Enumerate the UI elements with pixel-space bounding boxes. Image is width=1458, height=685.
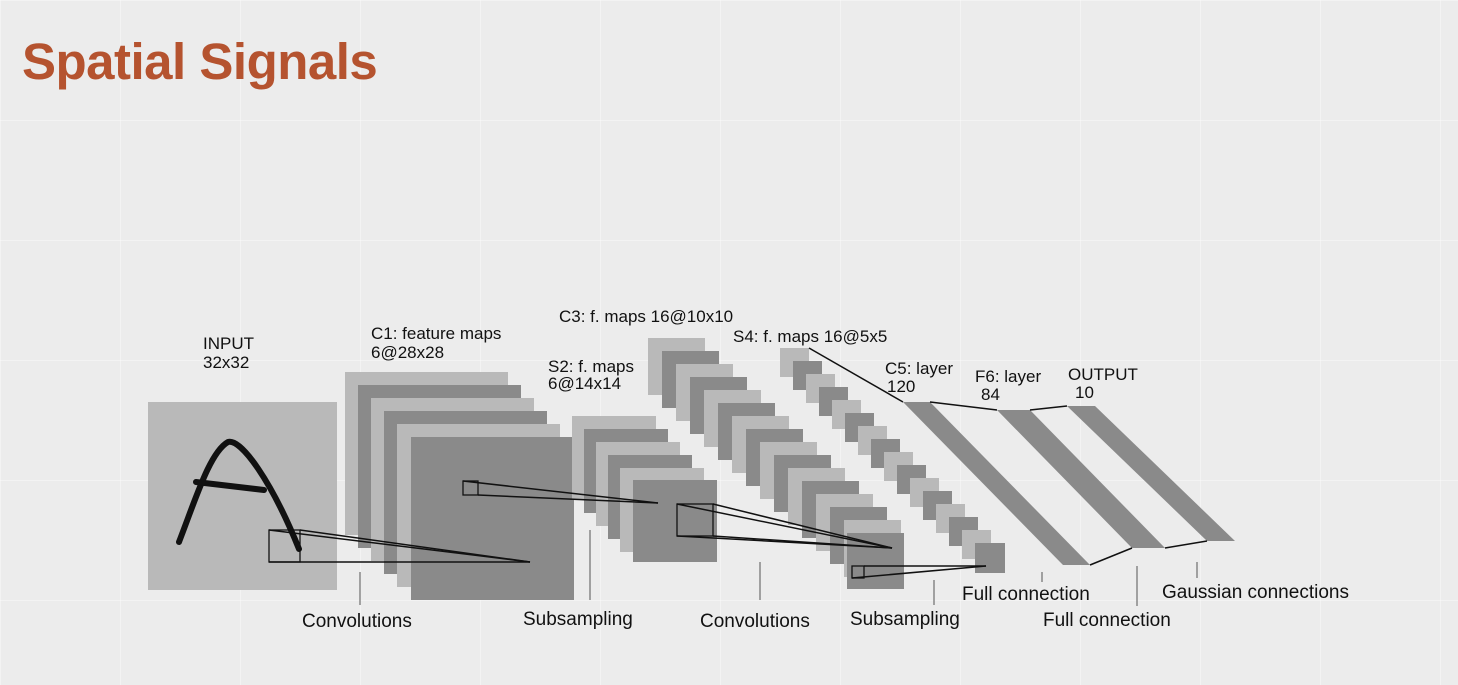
f6-layer-band: [997, 410, 1165, 548]
f6-name-label: F6: layer: [975, 367, 1041, 386]
c5-size-label: 120: [887, 377, 915, 396]
input-layer: [148, 402, 337, 590]
convolutions-label-2: Convolutions: [700, 611, 810, 632]
gaussian-connections-label: Gaussian connections: [1162, 582, 1349, 603]
input-name-label: INPUT: [203, 334, 254, 353]
input-image: [148, 402, 337, 590]
subsampling-label-1: Subsampling: [523, 609, 633, 630]
convolutions-label-1: Convolutions: [302, 611, 412, 632]
operation-ticks: [359, 530, 1198, 606]
slide-title: Spatial Signals: [22, 33, 378, 90]
full-connection-label-1: Full connection: [962, 584, 1090, 605]
handwritten-a-glyph: [176, 438, 302, 552]
c5-layer-band: [903, 402, 1090, 565]
s4-label: S4: f. maps 16@5x5: [733, 327, 887, 346]
s2-receptive-field: [676, 503, 714, 537]
c1-receptive-field: [462, 480, 479, 496]
c1-feature-maps: [345, 372, 574, 600]
f6-size-label: 84: [981, 385, 1000, 404]
full-connection-label-2: Full connection: [1043, 610, 1171, 631]
c1-name-label: C1: feature maps: [371, 324, 501, 343]
s2-size-label: 6@14x14: [548, 374, 621, 393]
input-size-label: 32x32: [203, 353, 249, 372]
s2-name-label: S2: f. maps: [548, 357, 634, 376]
output-layer-band: [1067, 406, 1235, 541]
c5-name-label: C5: layer: [885, 359, 953, 378]
s4-feature-maps: [780, 348, 1005, 573]
c3-feature-maps: [648, 338, 904, 589]
c3-label: C3: f. maps 16@10x10: [559, 307, 733, 326]
output-size-label: 10: [1075, 383, 1094, 402]
s2-feature-maps: [572, 416, 717, 562]
output-name-label: OUTPUT: [1068, 365, 1138, 384]
connection-lines: [268, 347, 1208, 579]
c1-size-label: 6@28x28: [371, 343, 444, 362]
subsampling-label-2: Subsampling: [850, 609, 960, 630]
